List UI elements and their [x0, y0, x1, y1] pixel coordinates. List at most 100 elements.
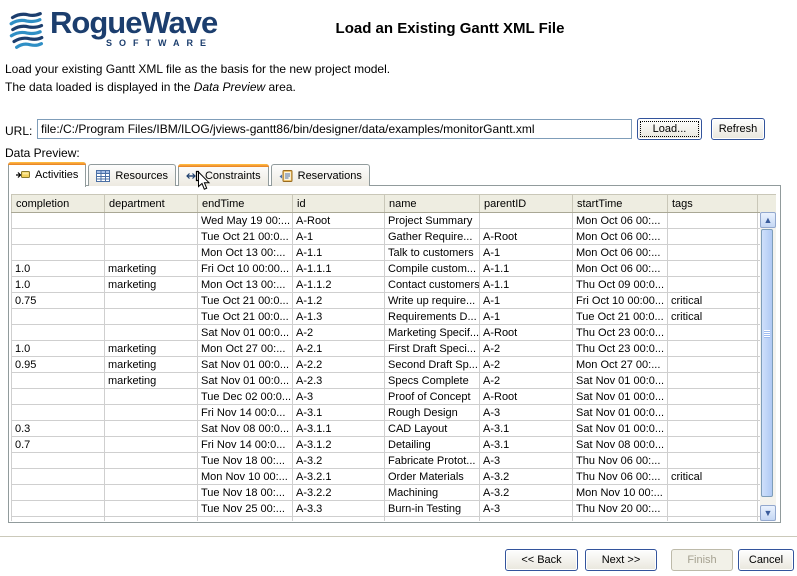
- cell-tags[interactable]: [667, 244, 758, 261]
- cell-tags[interactable]: [667, 324, 758, 341]
- cell-id[interactable]: A-3: [292, 388, 385, 405]
- cell-parentID[interactable]: A-1.1: [479, 260, 573, 277]
- cell-endTime[interactable]: Tue Oct 21 00:0...: [197, 308, 293, 325]
- cell-department[interactable]: [104, 436, 198, 453]
- cell-endTime[interactable]: Fri Nov 14 00:0...: [197, 436, 293, 453]
- cell-startTime[interactable]: Sat Nov 01 00:0...: [572, 372, 668, 389]
- cell-id[interactable]: A-3.2: [292, 452, 385, 469]
- tab-constraints[interactable]: Constraints: [177, 164, 269, 186]
- cell-startTime[interactable]: Mon Oct 27 00:...: [572, 356, 668, 373]
- cell-name[interactable]: Specs Complete: [384, 372, 480, 389]
- cell-department[interactable]: [104, 324, 198, 341]
- cell-startTime[interactable]: [572, 516, 668, 521]
- cell-id[interactable]: [292, 516, 385, 521]
- cell-startTime[interactable]: Thu Oct 23 00:0...: [572, 324, 668, 341]
- cell-department[interactable]: marketing: [104, 260, 198, 277]
- cell-tags[interactable]: [667, 516, 758, 521]
- cell-startTime[interactable]: Thu Nov 20 00:...: [572, 500, 668, 517]
- cell-department[interactable]: [104, 212, 198, 229]
- cell-endTime[interactable]: Tue Dec 02 00:0...: [197, 388, 293, 405]
- cell-tags[interactable]: critical: [667, 468, 758, 485]
- cell-parentID[interactable]: A-3: [479, 452, 573, 469]
- cell-endTime[interactable]: Sat Nov 01 00:0...: [197, 324, 293, 341]
- cell-id[interactable]: A-1.1.1: [292, 260, 385, 277]
- cell-endTime[interactable]: Mon Oct 27 00:...: [197, 340, 293, 357]
- cell-completion[interactable]: 0.3: [11, 420, 105, 437]
- cell-completion[interactable]: 0.75: [11, 292, 105, 309]
- cell-department[interactable]: marketing: [104, 372, 198, 389]
- cell-parentID[interactable]: A-1.1: [479, 276, 573, 293]
- column-header-id[interactable]: id: [292, 194, 385, 213]
- cell-completion[interactable]: [11, 468, 105, 485]
- vertical-scrollbar[interactable]: ▲ ▼: [760, 212, 776, 521]
- cell-endTime[interactable]: Tue Oct 21 00:0...: [197, 292, 293, 309]
- scroll-down-button[interactable]: ▼: [760, 505, 776, 521]
- cell-name[interactable]: Rough Design: [384, 404, 480, 421]
- cell-name[interactable]: Marketing Specif...: [384, 324, 480, 341]
- cell-parentID[interactable]: A-3.2: [479, 484, 573, 501]
- cell-completion[interactable]: 0.95: [11, 356, 105, 373]
- refresh-button[interactable]: Refresh: [711, 118, 765, 140]
- cell-parentID[interactable]: A-3: [479, 500, 573, 517]
- cell-department[interactable]: [104, 228, 198, 245]
- cell-id[interactable]: A-3.1.1: [292, 420, 385, 437]
- table-row[interactable]: Tue Nov 25 00:... A-3.3 Burn-in Testing …: [11, 500, 776, 517]
- cell-endTime[interactable]: [197, 516, 293, 521]
- cell-endTime[interactable]: Fri Nov 14 00:0...: [197, 404, 293, 421]
- cell-completion[interactable]: [11, 212, 105, 229]
- cell-tags[interactable]: [667, 356, 758, 373]
- scroll-up-button[interactable]: ▲: [760, 212, 776, 228]
- cell-parentID[interactable]: A-2: [479, 340, 573, 357]
- cell-completion[interactable]: 1.0: [11, 276, 105, 293]
- cell-completion[interactable]: [11, 404, 105, 421]
- cell-completion[interactable]: 1.0: [11, 260, 105, 277]
- cell-completion[interactable]: [11, 452, 105, 469]
- url-input[interactable]: [37, 119, 632, 139]
- cell-startTime[interactable]: Mon Oct 06 00:...: [572, 212, 668, 229]
- cell-endTime[interactable]: Tue Nov 18 00:...: [197, 452, 293, 469]
- cell-department[interactable]: [104, 420, 198, 437]
- cell-startTime[interactable]: Thu Nov 06 00:...: [572, 468, 668, 485]
- cell-startTime[interactable]: Thu Oct 09 00:0...: [572, 276, 668, 293]
- column-header-startTime[interactable]: startTime: [572, 194, 668, 213]
- cell-startTime[interactable]: Thu Oct 23 00:0...: [572, 340, 668, 357]
- cell-tags[interactable]: [667, 484, 758, 501]
- table-row[interactable]: 0.95 marketing Sat Nov 01 00:0... A-2.2 …: [11, 356, 776, 373]
- cell-parentID[interactable]: A-3.1: [479, 436, 573, 453]
- cell-name[interactable]: Contact customers: [384, 276, 480, 293]
- table-row[interactable]: Fri Nov 14 00:0... A-3.1 Rough Design A-…: [11, 404, 776, 421]
- cell-tags[interactable]: [667, 260, 758, 277]
- cell-id[interactable]: A-1.1.2: [292, 276, 385, 293]
- cell-endTime[interactable]: Tue Oct 21 00:0...: [197, 228, 293, 245]
- cell-id[interactable]: A-Root: [292, 212, 385, 229]
- table-row[interactable]: 1.0 marketing Mon Oct 13 00:... A-1.1.2 …: [11, 276, 776, 293]
- cell-startTime[interactable]: Thu Nov 06 00:...: [572, 452, 668, 469]
- next-button[interactable]: Next >>: [585, 549, 657, 571]
- table-row[interactable]: 0.7 Fri Nov 14 00:0... A-3.1.2 Detailing…: [11, 436, 776, 453]
- cell-completion[interactable]: [11, 500, 105, 517]
- cell-name[interactable]: Compile custom...: [384, 260, 480, 277]
- cell-endTime[interactable]: Mon Oct 13 00:...: [197, 244, 293, 261]
- cell-tags[interactable]: critical: [667, 292, 758, 309]
- cell-name[interactable]: Write up require...: [384, 292, 480, 309]
- tab-activities[interactable]: Activities: [8, 162, 87, 187]
- cell-endTime[interactable]: Sat Nov 08 00:0...: [197, 420, 293, 437]
- table-row[interactable]: Tue Oct 21 00:0... A-1 Gather Require...…: [11, 228, 776, 245]
- cell-tags[interactable]: [667, 436, 758, 453]
- column-header-endTime[interactable]: endTime: [197, 194, 293, 213]
- cancel-button[interactable]: Cancel: [738, 549, 794, 571]
- cell-tags[interactable]: [667, 276, 758, 293]
- cell-completion[interactable]: 1.0: [11, 340, 105, 357]
- cell-tags[interactable]: [667, 388, 758, 405]
- cell-endTime[interactable]: Fri Oct 10 00:00...: [197, 260, 293, 277]
- cell-startTime[interactable]: Mon Oct 06 00:...: [572, 244, 668, 261]
- cell-name[interactable]: Second Draft Sp...: [384, 356, 480, 373]
- scrollbar-thumb[interactable]: [761, 229, 773, 497]
- cell-parentID[interactable]: A-3.2: [479, 468, 573, 485]
- cell-department[interactable]: [104, 292, 198, 309]
- cell-parentID[interactable]: A-1: [479, 292, 573, 309]
- cell-department[interactable]: [104, 516, 198, 521]
- cell-tags[interactable]: [667, 420, 758, 437]
- cell-name[interactable]: Project Summary: [384, 212, 480, 229]
- cell-id[interactable]: A-2: [292, 324, 385, 341]
